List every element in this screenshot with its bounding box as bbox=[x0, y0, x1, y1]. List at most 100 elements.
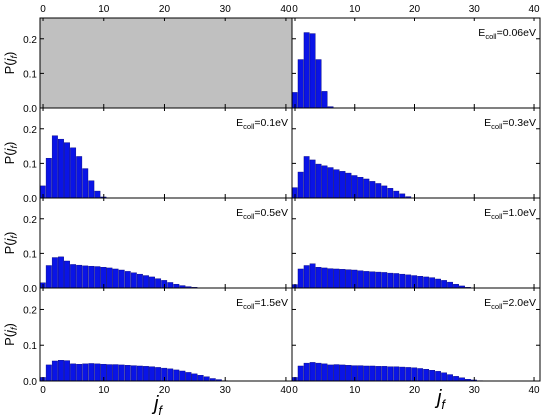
bar-j4 bbox=[315, 59, 322, 109]
bar-j15 bbox=[130, 365, 137, 382]
bar-j22 bbox=[173, 283, 180, 289]
bar-j1 bbox=[297, 59, 304, 109]
bar-j14 bbox=[375, 271, 382, 289]
y-tick-label: 0.2 bbox=[23, 215, 37, 226]
bar-j13 bbox=[118, 269, 125, 289]
bar-j8 bbox=[88, 180, 95, 199]
panel-row4-left: 0.0 0.1 0.2 0 10 20 30 40 P(jf) Ecoll=1.5eV bbox=[2, 287, 293, 396]
y-tick-label: 0.1 bbox=[23, 159, 37, 170]
top-x-axis: 0 0 10 10 20 20 30 30 40 40 bbox=[40, 4, 540, 15]
y-tick-label: 0.0 bbox=[23, 194, 37, 205]
bar-j8 bbox=[339, 364, 346, 382]
bar-j2 bbox=[303, 265, 310, 289]
bar-j3 bbox=[309, 362, 316, 382]
bar-j5 bbox=[70, 147, 77, 199]
bar-j17 bbox=[143, 275, 149, 289]
bar-j17 bbox=[143, 366, 149, 382]
energy-label: Ecoll=0.06eV bbox=[478, 27, 536, 41]
top-x-tick-label: 40 bbox=[528, 4, 540, 15]
bar-j15 bbox=[381, 366, 388, 382]
bar-j25 bbox=[191, 373, 198, 382]
top-x-tick-label: 10 bbox=[349, 4, 361, 15]
y-tick-label: 0.1 bbox=[23, 69, 37, 80]
bar-j2 bbox=[51, 360, 58, 382]
y-axis-title: P(jf) bbox=[2, 323, 19, 346]
top-x-tick-label: 30 bbox=[220, 4, 232, 15]
bar-j5 bbox=[70, 264, 77, 289]
bar-j24 bbox=[435, 371, 441, 382]
x-tick-label: 10 bbox=[98, 385, 110, 396]
panel-row4-right: 0 10 20 30 40 Ecoll=2.0eV bbox=[291, 287, 541, 396]
bar-j16 bbox=[136, 365, 143, 382]
bar-j22 bbox=[423, 368, 430, 382]
bar-j5 bbox=[321, 363, 328, 382]
bar-j4 bbox=[64, 260, 70, 289]
x-tick-label: 0 bbox=[292, 385, 298, 396]
panel-row2-right: Ecoll=0.3eV bbox=[291, 107, 541, 199]
x-tick-label: 20 bbox=[409, 385, 421, 396]
top-x-tick-label: 0 bbox=[292, 4, 298, 15]
bar-j16 bbox=[387, 188, 394, 199]
bar-j15 bbox=[130, 272, 137, 289]
y-axis-title: P(jf) bbox=[2, 52, 19, 75]
bar-j25 bbox=[441, 372, 447, 382]
bar-j3 bbox=[309, 33, 316, 109]
bar-j17 bbox=[393, 273, 400, 289]
bar-j2 bbox=[303, 156, 310, 199]
bar-j7 bbox=[333, 169, 340, 199]
bar-j23 bbox=[429, 370, 436, 382]
bar-j7 bbox=[82, 363, 89, 382]
bar-j8 bbox=[339, 171, 346, 199]
bar-j9 bbox=[345, 365, 352, 382]
x-tick-label: 30 bbox=[220, 385, 232, 396]
bar-j2 bbox=[51, 135, 58, 199]
bar-j17 bbox=[393, 190, 400, 199]
bar-j13 bbox=[369, 365, 376, 382]
bar-j6 bbox=[327, 364, 334, 382]
panel-row3-right: Ecoll=1.0eV bbox=[291, 197, 541, 289]
bar-j16 bbox=[136, 273, 143, 289]
bar-j1 bbox=[45, 157, 52, 199]
top-x-tick-label: 20 bbox=[159, 4, 171, 15]
top-x-tick-label: 40 bbox=[280, 4, 292, 15]
x-axis-title-right: jf bbox=[434, 387, 446, 412]
y-tick-label: 0.0 bbox=[23, 377, 37, 388]
bar-j6 bbox=[76, 156, 83, 199]
top-x-tick-label: 20 bbox=[409, 4, 421, 15]
x-tick-label: 40 bbox=[280, 385, 292, 396]
panel-top-right: Ecoll=0.06eV bbox=[291, 17, 541, 109]
bar-j9 bbox=[345, 172, 352, 199]
bar-j13 bbox=[118, 364, 125, 382]
bar-j7 bbox=[82, 168, 89, 199]
x-axis-title-left: jf bbox=[151, 393, 163, 418]
bar-j1 bbox=[45, 265, 52, 289]
panel-top-left: 0.0 0.1 0.2 P(jf) bbox=[2, 17, 293, 115]
y-tick-label: 0.0 bbox=[23, 284, 37, 295]
panel-row3-left: 0.0 0.1 0.2 P(jf) Ecoll=0.5eV bbox=[2, 197, 293, 295]
bar-j4 bbox=[64, 142, 70, 199]
bar-j3 bbox=[58, 360, 64, 382]
bar-j1 bbox=[297, 268, 304, 289]
bar-j6 bbox=[327, 268, 334, 289]
bar-j14 bbox=[375, 183, 382, 199]
top-x-tick-label: 10 bbox=[98, 4, 110, 15]
bar-j5 bbox=[321, 165, 328, 199]
bar-j2 bbox=[51, 257, 58, 289]
energy-label: Ecoll=0.5eV bbox=[236, 207, 288, 221]
bar-j13 bbox=[369, 271, 376, 289]
panel-frame bbox=[291, 287, 541, 382]
bar-j5 bbox=[321, 267, 328, 289]
bar-j1 bbox=[45, 364, 52, 382]
bar-j9 bbox=[345, 269, 352, 289]
bar-j18 bbox=[149, 276, 155, 289]
bar-j5 bbox=[321, 91, 328, 109]
bar-j3 bbox=[309, 263, 316, 289]
bar-j16 bbox=[387, 366, 394, 382]
bar-j1 bbox=[297, 171, 304, 199]
bar-j22 bbox=[173, 369, 180, 382]
x-tick-label: 10 bbox=[349, 385, 361, 396]
bar-j19 bbox=[155, 278, 162, 289]
bar-j8 bbox=[88, 363, 95, 382]
x-tick-label: 40 bbox=[528, 385, 540, 396]
bar-j7 bbox=[333, 364, 340, 382]
